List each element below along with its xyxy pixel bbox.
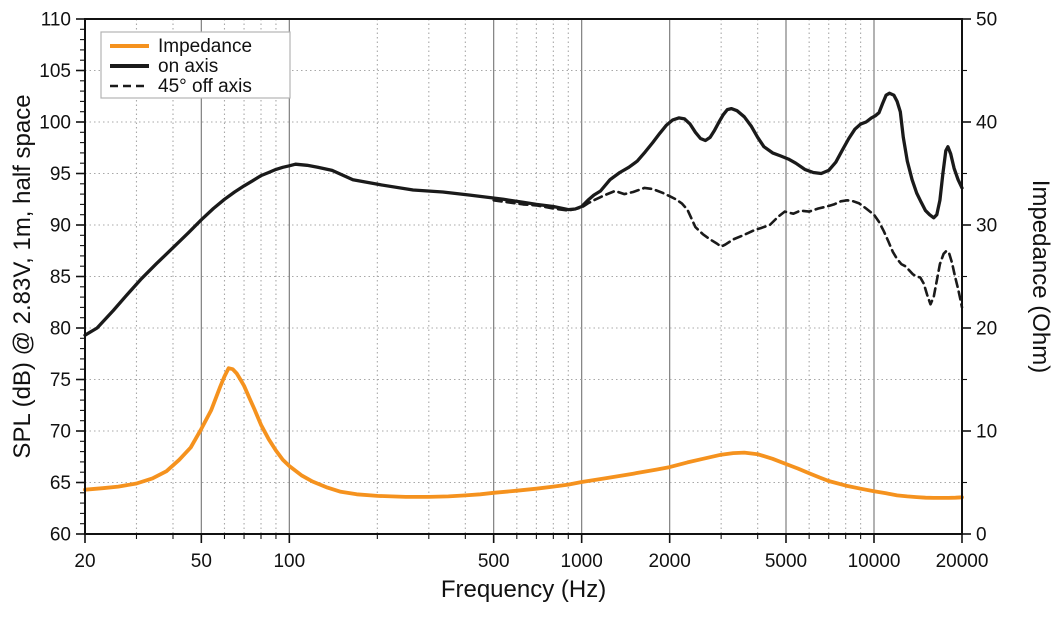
y-left-tick-label: 85 xyxy=(50,267,71,288)
y-right-tick-label: 50 xyxy=(976,10,997,31)
y-right-tick-label: 30 xyxy=(976,216,997,237)
curve-impedance xyxy=(83,366,964,500)
y-left-axis-title: SPL (dB) @ 2.83V, 1m, half space xyxy=(9,94,36,458)
y-left-tick-label: 90 xyxy=(50,216,71,237)
y-left-tick-label: 80 xyxy=(50,319,71,340)
x-tick-label: 500 xyxy=(478,551,510,572)
x-tick-label: 20000 xyxy=(936,551,989,572)
curve-on-axis xyxy=(83,91,964,337)
x-tick-label: 1000 xyxy=(561,551,603,572)
y-left-tick-label: 70 xyxy=(50,422,71,443)
y-right-tick-label: 20 xyxy=(976,319,997,340)
y-left-tick-label: 105 xyxy=(39,61,71,82)
y-left-tick-label: 100 xyxy=(39,113,71,134)
tick-labels: 20 50 100 500 1000 2000 5000 10000 2000060657075… xyxy=(39,10,997,573)
y-left-tick-label: 65 xyxy=(50,473,71,494)
x-tick-label: 10000 xyxy=(848,551,901,572)
y-right-tick-label: 0 xyxy=(976,525,987,546)
x-tick-label: 2000 xyxy=(649,551,691,572)
x-tick-label: 100 xyxy=(273,551,305,572)
legend-item: on axis xyxy=(110,56,218,77)
legend-item: Impedance xyxy=(110,36,252,57)
axis-ticks xyxy=(76,18,971,543)
y-left-tick-label: 95 xyxy=(50,164,71,185)
legend-label: on axis xyxy=(158,56,218,77)
y-right-tick-label: 40 xyxy=(976,113,997,134)
y-left-tick-label: 60 xyxy=(50,525,71,546)
y-left-tick-label: 75 xyxy=(50,370,71,391)
x-tick-label: 5000 xyxy=(765,551,807,572)
y-left-tick-label: 110 xyxy=(41,10,71,31)
y-right-axis-title: Impedance (Ohm) xyxy=(1027,180,1054,373)
x-tick-label: 50 xyxy=(191,551,212,572)
y-right-tick-label: 10 xyxy=(976,422,997,443)
legend-label: Impedance xyxy=(158,36,252,57)
x-tick-label: 20 xyxy=(74,551,95,572)
x-axis-title: Frequency (Hz) xyxy=(441,576,606,603)
gridlines xyxy=(85,19,962,534)
legend-label: 45° off axis xyxy=(158,76,252,97)
curves xyxy=(83,91,964,500)
legend-item: 45° off axis xyxy=(110,76,252,97)
curve-45-off-axis xyxy=(492,186,964,309)
